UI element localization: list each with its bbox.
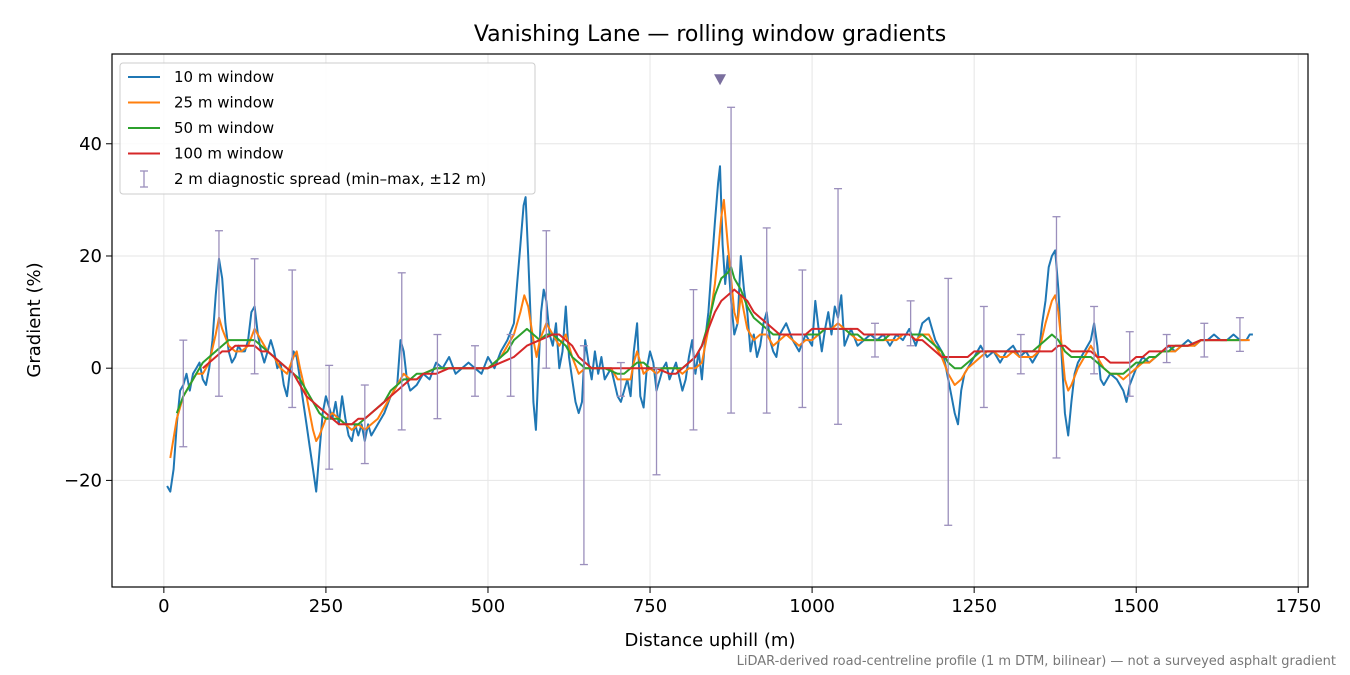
x-axis-label: Distance uphill (m): [625, 630, 796, 651]
errorbar: [288, 269, 297, 409]
x-tick-label: 250: [309, 596, 343, 617]
errorbar: [616, 361, 625, 397]
errorbar: [1052, 216, 1061, 459]
errorbar: [325, 364, 334, 470]
x-tick-label: 1750: [1275, 596, 1321, 617]
errorbar: [870, 322, 879, 358]
errorbar: [834, 188, 843, 425]
y-tick-label: −20: [64, 470, 102, 491]
ticks: 0 250 500 750 1000 1250 1500 1750 −20 0 20 40: [64, 134, 1321, 617]
errorbar: [471, 345, 480, 397]
errorbar: [762, 227, 771, 414]
errorbar: [1125, 331, 1134, 397]
errorbar: [579, 345, 588, 566]
errorbar: [1090, 305, 1099, 375]
errorbar: [179, 339, 188, 448]
x-tick-label: 1250: [951, 596, 997, 617]
errorbar: [433, 333, 442, 420]
x-tick-label: 750: [633, 596, 667, 617]
series-line-3: [202, 288, 1227, 426]
legend-label: 2 m diagnostic spread (min–max, ±12 m): [174, 170, 486, 188]
errorbar: [506, 333, 515, 397]
errorbar: [397, 272, 406, 431]
chart-title: Vanishing Lane — rolling window gradient…: [474, 22, 946, 47]
y-tick-label: 20: [79, 246, 102, 267]
x-tick-label: 1000: [789, 596, 835, 617]
legend-item: 25 m window: [128, 94, 274, 112]
x-tick-label: 0: [158, 596, 169, 617]
y-tick-label: 0: [91, 358, 102, 379]
x-tick-label: 500: [471, 596, 505, 617]
errorbar: [1200, 322, 1209, 358]
footnote: LiDAR-derived road-centreline profile (1…: [737, 654, 1336, 669]
errorbar: [727, 106, 736, 414]
series-line-2: [175, 266, 1240, 426]
legend: 10 m window 25 m window 50 m window 100 m w…: [119, 62, 536, 195]
errorbar: [250, 258, 259, 375]
x-tick-label: 1500: [1113, 596, 1159, 617]
legend-item: 100 m window: [128, 145, 284, 163]
errorbar: [944, 277, 953, 526]
y-tick-label: 40: [79, 134, 102, 155]
legend-item: 2 m diagnostic spread (min–max, ±12 m): [140, 170, 486, 188]
errorbar: [542, 230, 551, 369]
legend-item: 10 m window: [128, 68, 274, 86]
errorbar: [1016, 333, 1025, 375]
legend-item: 50 m window: [128, 119, 274, 137]
clipped-peak-marker: [714, 74, 727, 86]
legend-label: 10 m window: [174, 68, 274, 86]
legend-label: 25 m window: [174, 94, 274, 112]
errorbar: [689, 288, 698, 431]
legend-box: [119, 62, 536, 195]
errorbar: [1162, 333, 1171, 364]
diagnostic-spread-errorbars: [179, 74, 1244, 566]
errorbar: [360, 384, 369, 465]
legend-label: 100 m window: [174, 145, 284, 163]
errorbar: [652, 367, 661, 476]
legend-label: 50 m window: [174, 119, 274, 137]
series-layer: [166, 74, 1253, 566]
series-line-0: [166, 165, 1253, 493]
errorbar: [214, 230, 223, 397]
errorbar: [906, 300, 915, 347]
errorbar: [979, 305, 988, 409]
errorbar: [798, 269, 807, 409]
errorbar: [1235, 317, 1244, 353]
y-axis-label: Gradient (%): [24, 262, 45, 377]
plot-frame: [111, 53, 1309, 588]
